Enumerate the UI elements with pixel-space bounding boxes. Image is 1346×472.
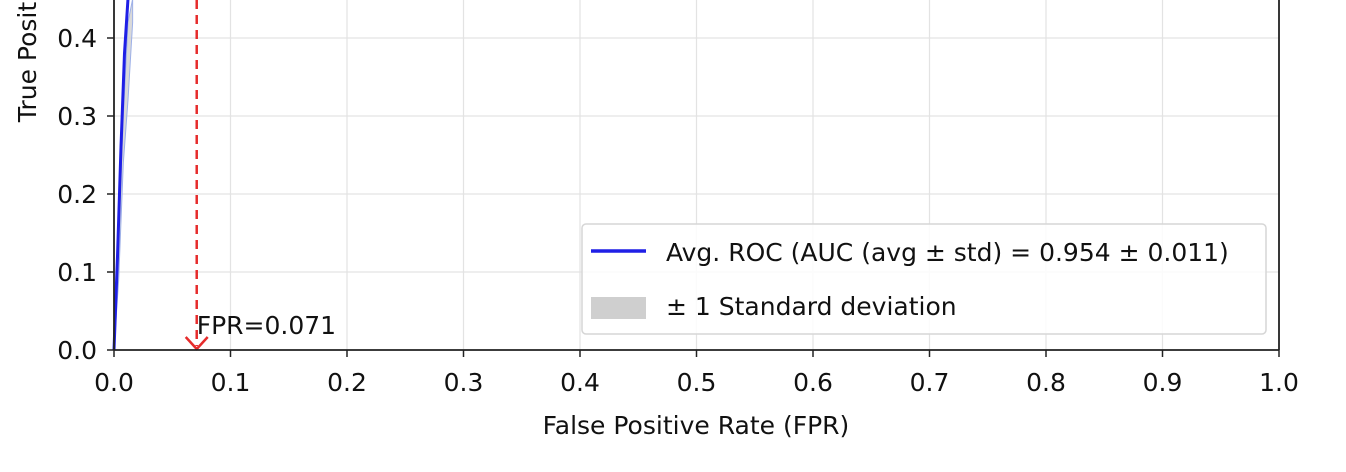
threshold-label: FPR=0.071 — [197, 311, 336, 340]
y-axis-label: True Posit — [13, 2, 42, 123]
y-tick-labels: 0.0 0.1 0.2 0.3 0.4 — [57, 24, 97, 365]
series-line-roc — [112, 0, 130, 351]
y-tick-label: 0.4 — [57, 24, 97, 53]
x-tick-label: 0.6 — [793, 368, 833, 397]
y-tick-label: 0.2 — [57, 180, 97, 209]
axes — [107, 0, 1280, 357]
x-tick-label: 0.8 — [1026, 368, 1066, 397]
threshold-marker: FPR=0.071 — [184, 0, 336, 351]
legend-label-std: ± 1 Standard deviation — [666, 292, 957, 321]
threshold-arrowhead — [184, 336, 209, 351]
x-tick-label: 1.0 — [1259, 368, 1299, 397]
x-tick-label: 0.4 — [560, 368, 600, 397]
x-tick-label: 0.5 — [677, 368, 717, 397]
x-tick-labels: 0.0 0.1 0.2 0.3 0.4 0.5 0.6 0.7 0.8 0.9 1.0 — [94, 368, 1299, 397]
legend: Avg. ROC (AUC (avg ± std) = 0.954 ± 0.01… — [581, 223, 1267, 335]
y-tick-label: 0.3 — [57, 102, 97, 131]
x-tick-label: 0.9 — [1143, 368, 1183, 397]
legend-swatch-std — [591, 297, 646, 319]
legend-frame — [581, 223, 1267, 335]
x-axis-label: False Positive Rate (FPR) — [543, 411, 850, 440]
series-lines — [112, 0, 130, 351]
x-tick-label: 0.2 — [327, 368, 367, 397]
x-tick-label: 0.0 — [94, 368, 134, 397]
y-tick-label: 0.1 — [57, 258, 97, 287]
x-tick-label: 0.3 — [444, 368, 484, 397]
x-tick-label: 0.7 — [910, 368, 950, 397]
x-tick-label: 0.1 — [211, 368, 251, 397]
y-tick-label: 0.0 — [57, 336, 97, 365]
legend-label-roc: Avg. ROC (AUC (avg ± std) = 0.954 ± 0.01… — [666, 238, 1229, 267]
